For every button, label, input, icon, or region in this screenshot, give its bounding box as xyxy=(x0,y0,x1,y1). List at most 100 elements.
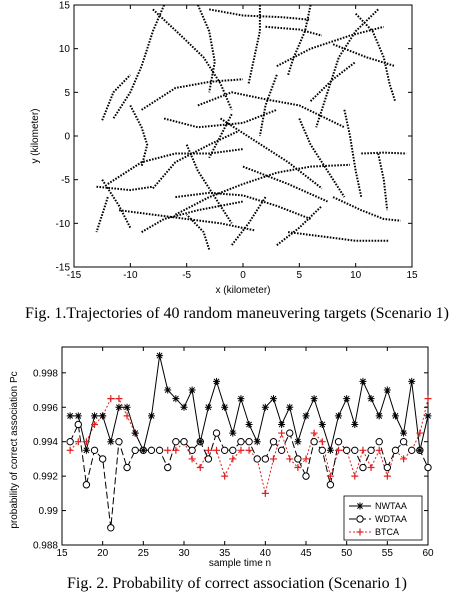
point-nwtaa xyxy=(269,395,277,403)
point-wdtaa xyxy=(107,524,115,532)
fig2-y-ticks: 0.988 0.99 0.992 0.994 0.996 0.998 xyxy=(33,368,428,552)
fig2-x-tick-label: 20 xyxy=(97,548,109,559)
point-nwtaa xyxy=(99,412,107,420)
fig1-y-tick-label: 15 xyxy=(59,1,71,12)
trajectory-16 xyxy=(107,148,244,185)
point-wdtaa xyxy=(66,437,74,446)
point-btca xyxy=(188,455,196,463)
trajectory-20 xyxy=(185,144,233,224)
point-wdtaa xyxy=(253,455,261,463)
fig1-y-tick-label: -10 xyxy=(56,219,71,230)
trajectory-31 xyxy=(343,109,363,198)
point-btca xyxy=(107,395,115,403)
point-btca xyxy=(302,455,310,463)
trajectory-3 xyxy=(196,4,216,93)
fig2-y-tick-label: 0.99 xyxy=(39,506,59,517)
fig2-series-group xyxy=(66,352,432,532)
trajectory-36 xyxy=(129,104,149,167)
point-btca xyxy=(367,464,375,472)
point-nwtaa xyxy=(172,395,180,403)
fig1-x-tick-label: 5 xyxy=(297,270,303,281)
fig2-y-tick-label: 0.988 xyxy=(33,541,58,552)
point-nwtaa xyxy=(408,377,416,385)
fig2-x-ticks: 15 20 25 30 35 40 45 50 55 60 xyxy=(56,347,434,559)
trajectory-30 xyxy=(298,118,346,198)
point-nwtaa xyxy=(180,403,188,411)
point-nwtaa xyxy=(278,420,286,428)
fig2-y-label: probability of correct association Pc xyxy=(9,371,20,528)
fig1-y-tick-label: 0 xyxy=(64,132,70,143)
trajectory-27 xyxy=(276,205,323,246)
point-nwtaa xyxy=(359,377,367,385)
point-nwtaa xyxy=(237,395,245,403)
point-wdtaa xyxy=(245,437,253,446)
point-wdtaa xyxy=(229,446,237,455)
point-wdtaa xyxy=(408,446,416,455)
point-btca xyxy=(213,446,221,454)
trajectory-15 xyxy=(163,108,278,129)
point-btca xyxy=(351,472,359,480)
point-nwtaa xyxy=(196,438,204,446)
fig2-y-tick-label: 0.992 xyxy=(33,472,58,483)
point-nwtaa xyxy=(310,395,318,403)
point-nwtaa xyxy=(253,438,261,446)
fig2-x-tick-label: 25 xyxy=(138,548,150,559)
point-wdtaa xyxy=(115,437,123,446)
fig1-y-ticks: -15 -10 -5 0 5 10 15 xyxy=(56,1,412,274)
point-wdtaa xyxy=(237,437,245,446)
point-nwtaa xyxy=(351,420,359,428)
point-nwtaa xyxy=(229,429,237,437)
trajectory-21 xyxy=(174,163,351,216)
point-nwtaa xyxy=(391,412,399,420)
point-nwtaa xyxy=(424,412,432,420)
trajectory-28 xyxy=(287,231,390,242)
point-wdtaa xyxy=(90,446,99,455)
point-wdtaa xyxy=(391,446,400,455)
trajectory-38 xyxy=(309,61,357,102)
point-btca xyxy=(221,472,229,480)
trajectory-34 xyxy=(332,196,401,222)
trajectory-19 xyxy=(101,179,132,229)
fig2-x-tick-label: 40 xyxy=(260,548,272,559)
point-wdtaa xyxy=(212,429,221,437)
point-btca xyxy=(164,446,172,454)
fig1-x-tick-label: 10 xyxy=(350,270,362,281)
point-btca xyxy=(326,472,334,480)
fig1-y-tick-label: 5 xyxy=(64,88,70,99)
point-wdtaa xyxy=(98,455,107,463)
point-nwtaa xyxy=(66,412,74,420)
point-wdtaa xyxy=(180,437,188,446)
point-nwtaa xyxy=(400,429,408,437)
fig1-y-tick-label: 10 xyxy=(59,44,71,55)
trajectory-2 xyxy=(112,4,166,120)
point-nwtaa xyxy=(343,395,351,403)
point-wdtaa xyxy=(204,455,213,463)
point-wdtaa xyxy=(164,463,172,472)
fig1-x-tick-label: 0 xyxy=(240,270,246,281)
trajectory-25 xyxy=(185,213,211,250)
fig1-y-tick-label: -15 xyxy=(56,263,71,274)
point-wdtaa xyxy=(294,455,302,463)
point-wdtaa xyxy=(286,429,294,437)
trajectory-6 xyxy=(265,25,323,37)
fig2-x-tick-label: 60 xyxy=(422,548,434,559)
point-btca xyxy=(261,489,269,497)
point-btca xyxy=(237,446,245,454)
point-wdtaa xyxy=(334,437,343,446)
point-nwtaa xyxy=(131,429,139,437)
fig2-chart: 15 20 25 30 35 40 45 50 55 60 0.988 0.99 0.992 0.994… xyxy=(9,346,434,592)
point-nwtaa xyxy=(375,412,383,420)
point-nwtaa xyxy=(213,377,221,385)
fig2-legend: NWTAA WDTAA BTCA xyxy=(343,495,423,541)
point-wdtaa xyxy=(302,472,310,480)
point-wdtaa xyxy=(82,481,91,489)
point-btca xyxy=(424,395,432,403)
point-btca xyxy=(66,446,74,454)
point-nwtaa xyxy=(318,420,326,428)
trajectory-39 xyxy=(242,165,328,203)
trajectory-24 xyxy=(141,200,244,233)
fig2-y-tick-label: 0.994 xyxy=(33,437,58,448)
point-btca xyxy=(204,446,212,454)
point-wdtaa xyxy=(383,463,392,472)
trajectory-14 xyxy=(197,91,345,129)
